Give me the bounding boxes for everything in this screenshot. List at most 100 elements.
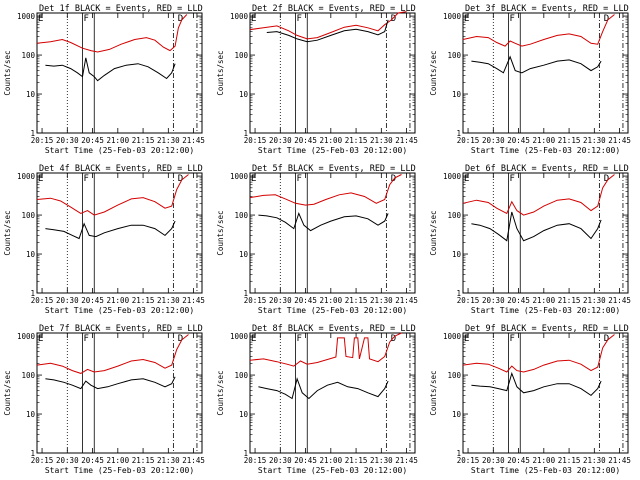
event-marker-label: D <box>178 334 183 344</box>
y-tick-label: 1 <box>30 129 35 138</box>
plot-frame <box>462 172 629 294</box>
x-axis-label: Start Time (25-Feb-03 20:12:00) <box>471 306 620 315</box>
x-tick-label: 21:30 <box>370 456 393 465</box>
y-tick-label: 1000 <box>230 12 249 21</box>
series-line <box>45 57 176 82</box>
plot-frame <box>249 12 416 134</box>
detector-panel: Det 6f BLACK = Events, RED = LLD Counts/s… <box>429 164 631 315</box>
x-tick-label: 21:00 <box>533 456 556 465</box>
detector-panel: Det 9f BLACK = Events, RED = LLD Counts/s… <box>429 324 631 475</box>
event-marker-label: E <box>38 174 43 184</box>
x-tick-label: 21:00 <box>533 136 556 145</box>
x-tick-label: 20:15 <box>31 456 54 465</box>
x-tick-label: 21:45 <box>395 136 418 145</box>
y-tick-label: 100 <box>234 371 248 380</box>
x-tick-label: 21:30 <box>157 456 180 465</box>
plot-frame <box>36 12 203 134</box>
detector-panel: Det 8f BLACK = Events, RED = LLD Counts/s… <box>216 324 418 475</box>
x-tick-label: 20:45 <box>294 296 317 305</box>
y-axis-label: Counts/sec <box>3 50 12 95</box>
series-line <box>36 14 188 53</box>
plot-frame <box>249 332 416 454</box>
y-tick-label: 100 <box>21 51 35 60</box>
detector-panel: Det 3f BLACK = Events, RED = LLD Counts/s… <box>429 4 631 155</box>
x-axis-label: Start Time (25-Feb-03 20:12:00) <box>471 146 620 155</box>
y-tick-label: 100 <box>447 211 461 220</box>
x-tick-label: 21:45 <box>395 456 418 465</box>
panel-title: Det 8f BLACK = Events, RED = LLD <box>252 324 416 334</box>
event-marker-label: E <box>251 174 256 184</box>
x-tick-label: 20:45 <box>294 136 317 145</box>
x-tick-label: 21:00 <box>107 296 130 305</box>
event-marker-label: F <box>83 334 88 344</box>
event-marker-label: F <box>509 334 514 344</box>
x-tick-label: 21:30 <box>157 136 180 145</box>
y-tick-label: 100 <box>21 371 35 380</box>
y-tick-label: 1000 <box>17 172 36 181</box>
x-tick-label: 21:15 <box>558 456 581 465</box>
x-tick-label: 20:15 <box>244 456 267 465</box>
x-tick-label: 20:30 <box>269 296 292 305</box>
series-line <box>249 11 407 40</box>
event-marker-label: E <box>38 14 43 24</box>
y-axis-label: Counts/sec <box>216 50 225 95</box>
y-tick-label: 10 <box>26 410 36 419</box>
event-marker-label: F <box>83 174 88 184</box>
panel-title: Det 3f BLACK = Events, RED = LLD <box>465 4 629 14</box>
panel-title: Det 2f BLACK = Events, RED = LLD <box>252 4 416 14</box>
x-tick-label: 21:15 <box>345 136 368 145</box>
x-tick-label: 21:30 <box>370 296 393 305</box>
event-marker-label: D <box>178 174 183 184</box>
x-tick-label: 21:45 <box>395 296 418 305</box>
series-line <box>266 19 389 43</box>
event-marker-label: D <box>391 334 396 344</box>
x-tick-label: 21:00 <box>107 456 130 465</box>
x-tick-label: 20:30 <box>482 296 505 305</box>
panel-title: Det 1f BLACK = Events, RED = LLD <box>39 4 203 14</box>
y-tick-label: 100 <box>447 51 461 60</box>
x-tick-label: 20:30 <box>56 136 79 145</box>
series-line <box>471 55 602 74</box>
series-line <box>36 334 189 374</box>
x-tick-label: 20:30 <box>482 136 505 145</box>
x-tick-label: 21:30 <box>157 296 180 305</box>
y-tick-label: 10 <box>26 90 36 99</box>
series-line <box>45 220 176 240</box>
x-tick-label: 20:15 <box>457 456 480 465</box>
event-marker-label: F <box>509 174 514 184</box>
y-tick-label: 1 <box>243 129 248 138</box>
y-tick-label: 100 <box>234 211 248 220</box>
x-axis-label: Start Time (25-Feb-03 20:12:00) <box>471 466 620 475</box>
detector-panel: Det 1f BLACK = Events, RED = LLD Counts/s… <box>3 4 205 155</box>
x-tick-label: 21:15 <box>558 296 581 305</box>
x-axis-label: Start Time (25-Feb-03 20:12:00) <box>45 306 194 315</box>
panel-title: Det 5f BLACK = Events, RED = LLD <box>252 164 416 174</box>
event-marker-label: D <box>604 334 609 344</box>
x-tick-label: 20:15 <box>457 296 480 305</box>
event-marker-label: E <box>251 14 256 24</box>
x-tick-label: 21:45 <box>608 296 631 305</box>
x-tick-label: 21:00 <box>320 296 343 305</box>
y-tick-label: 10 <box>452 90 462 99</box>
event-marker-label: F <box>296 14 301 24</box>
y-tick-label: 1000 <box>230 172 249 181</box>
y-axis-label: Counts/sec <box>429 370 438 415</box>
y-axis-label: Counts/sec <box>429 50 438 95</box>
x-axis-label: Start Time (25-Feb-03 20:12:00) <box>45 466 194 475</box>
detector-panel: Det 4f BLACK = Events, RED = LLD Counts/s… <box>3 164 205 315</box>
event-marker-label: F <box>296 334 301 344</box>
panel-title: Det 4f BLACK = Events, RED = LLD <box>39 164 203 174</box>
detector-panel: Det 7f BLACK = Events, RED = LLD Counts/s… <box>3 324 205 475</box>
event-marker-label: F <box>509 14 514 24</box>
y-tick-label: 100 <box>447 371 461 380</box>
plot-frame <box>249 172 416 294</box>
y-tick-label: 1 <box>243 449 248 458</box>
y-axis-label: Counts/sec <box>216 370 225 415</box>
x-tick-label: 20:45 <box>81 456 104 465</box>
x-tick-label: 20:30 <box>56 456 79 465</box>
series-line <box>462 174 615 216</box>
x-tick-label: 21:00 <box>533 296 556 305</box>
panel-title: Det 9f BLACK = Events, RED = LLD <box>465 324 629 334</box>
y-tick-label: 1000 <box>17 12 36 21</box>
